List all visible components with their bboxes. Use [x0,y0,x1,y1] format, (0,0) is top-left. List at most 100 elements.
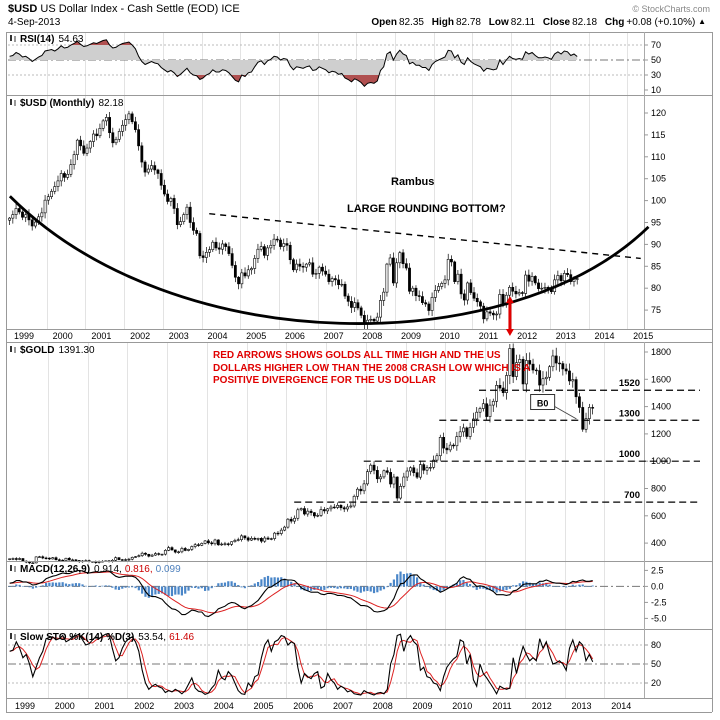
svg-text:2012: 2012 [517,331,537,341]
svg-text:1400: 1400 [651,402,671,412]
open-label: Open [371,17,397,28]
macd-label: MACD(12,26,9) [20,564,91,575]
rsi-panel-title: RSI(14) 54.63 [10,34,83,46]
sto-panel-title: Slow STO %K(14) %D(3) 53.54, 61.46 [10,632,194,644]
svg-text:70: 70 [651,40,661,50]
low-label: Low [488,17,509,28]
svg-text:2001: 2001 [94,701,114,711]
high-label: High [431,17,454,28]
macd-signal-value: 0.816, [124,564,153,575]
sto-k-value: 53.54, [138,632,167,643]
svg-text:1800: 1800 [651,347,671,357]
svg-text:115: 115 [651,130,665,140]
svg-text:50: 50 [651,659,661,669]
sto-d-value: 61.46 [169,632,195,643]
svg-text:2010: 2010 [440,331,460,341]
macd-series [8,569,594,618]
copyright: © StockCharts.com [632,4,710,14]
svg-text:600: 600 [651,511,666,521]
svg-text:2004: 2004 [214,701,234,711]
gold-value: 1391.30 [58,345,95,356]
svg-text:2013: 2013 [571,701,591,711]
chg-up-icon: ▲ [698,17,706,26]
svg-text:1200: 1200 [651,429,671,439]
svg-text:30: 30 [651,70,661,80]
svg-text:-2.5: -2.5 [651,597,667,607]
svg-text:1999: 1999 [15,701,35,711]
chart-date: 4-Sep-2013 [8,17,61,28]
svg-text:2006: 2006 [285,331,305,341]
svg-text:400: 400 [651,538,666,548]
svg-text:1520: 1520 [619,378,640,389]
candlestick-icon [10,345,17,357]
svg-text:2.5: 2.5 [651,565,664,575]
rsi-series [9,39,578,88]
svg-text:2005: 2005 [253,701,273,711]
gold-panel-title: $GOLD 1391.30 [10,345,95,357]
usd-candles [8,110,579,330]
quote-summary: Open 82.35 High 82.78 Low 82.11 Close 82.18 … [366,17,706,28]
rsi-label: RSI(14) [20,34,55,45]
svg-text:-5.0: -5.0 [651,613,667,623]
svg-text:2003: 2003 [169,331,189,341]
svg-text:1300: 1300 [619,408,640,419]
svg-text:1999: 1999 [14,331,34,341]
high-value: 82.78 [455,17,481,28]
usd-annotations [8,195,650,325]
svg-text:10: 10 [651,85,661,95]
svg-text:2008: 2008 [373,701,393,711]
svg-text:75: 75 [651,305,661,315]
candlestick-icon [10,98,17,110]
close-value: 82.18 [572,17,598,28]
svg-text:700: 700 [624,490,640,501]
svg-text:2007: 2007 [324,331,344,341]
x-axis-bottom-labels: 1999 2000 2001 2002 2003 2004 2005 2006 2007 2008… [15,701,631,711]
usd-value: 82.18 [98,98,124,109]
svg-text:50: 50 [651,55,661,65]
svg-text:100: 100 [651,196,666,206]
chart-symbol: $USD [8,3,38,15]
svg-text:2011: 2011 [479,331,498,341]
macd-axis-labels: 2.5 0.0 -2.5 -5.0 [644,565,667,623]
chg-value: +0.08 (+0.10%) [626,17,696,28]
sto-series [9,632,594,696]
gold-candles [8,343,595,565]
indicator-icon [10,34,17,46]
svg-text:2009: 2009 [412,701,432,711]
close-label: Close [542,17,571,28]
indicator-icon [10,564,17,576]
svg-text:2012: 2012 [532,701,552,711]
macd-value: 0.914, [94,564,122,575]
indicator-icon [10,632,17,644]
breakout-annotation: B0 [530,394,577,420]
svg-text:105: 105 [651,174,666,184]
x-axis-top-labels: 1999 2000 2001 2002 2003 2004 2005 2006 2007 2008… [14,331,653,341]
svg-text:120: 120 [651,108,666,118]
svg-text:95: 95 [651,218,661,228]
svg-text:2008: 2008 [362,331,382,341]
svg-text:2006: 2006 [293,701,313,711]
svg-text:2004: 2004 [207,331,227,341]
usd-label: $USD (Monthly) [20,98,95,109]
gold-level-lines: 1520 1300 1000 700 [294,378,700,503]
low-value: 82.11 [510,17,536,28]
svg-text:110: 110 [651,152,665,162]
svg-text:80: 80 [651,640,661,650]
svg-text:2009: 2009 [401,331,421,341]
macd-hist-value: 0.099 [155,564,181,575]
svg-text:2011: 2011 [492,701,511,711]
sto-label: Slow STO %K(14) %D(3) [20,632,135,643]
svg-text:2001: 2001 [91,331,111,341]
svg-text:2013: 2013 [556,331,576,341]
chart-title-rest: US Dollar Index - Cash Settle (EOD) ICE [40,3,240,15]
open-value: 82.35 [398,17,424,28]
rsi-value: 54.63 [58,34,84,45]
svg-text:90: 90 [651,239,661,249]
svg-text:2005: 2005 [246,331,266,341]
red-divergence-arrow [505,296,514,336]
chart-title: $USD US Dollar Index - Cash Settle (EOD)… [8,3,240,15]
annotation-author: Rambus [391,176,435,188]
macd-panel-title: MACD(12,26,9) 0.914, 0.816, 0.099 [10,564,181,576]
